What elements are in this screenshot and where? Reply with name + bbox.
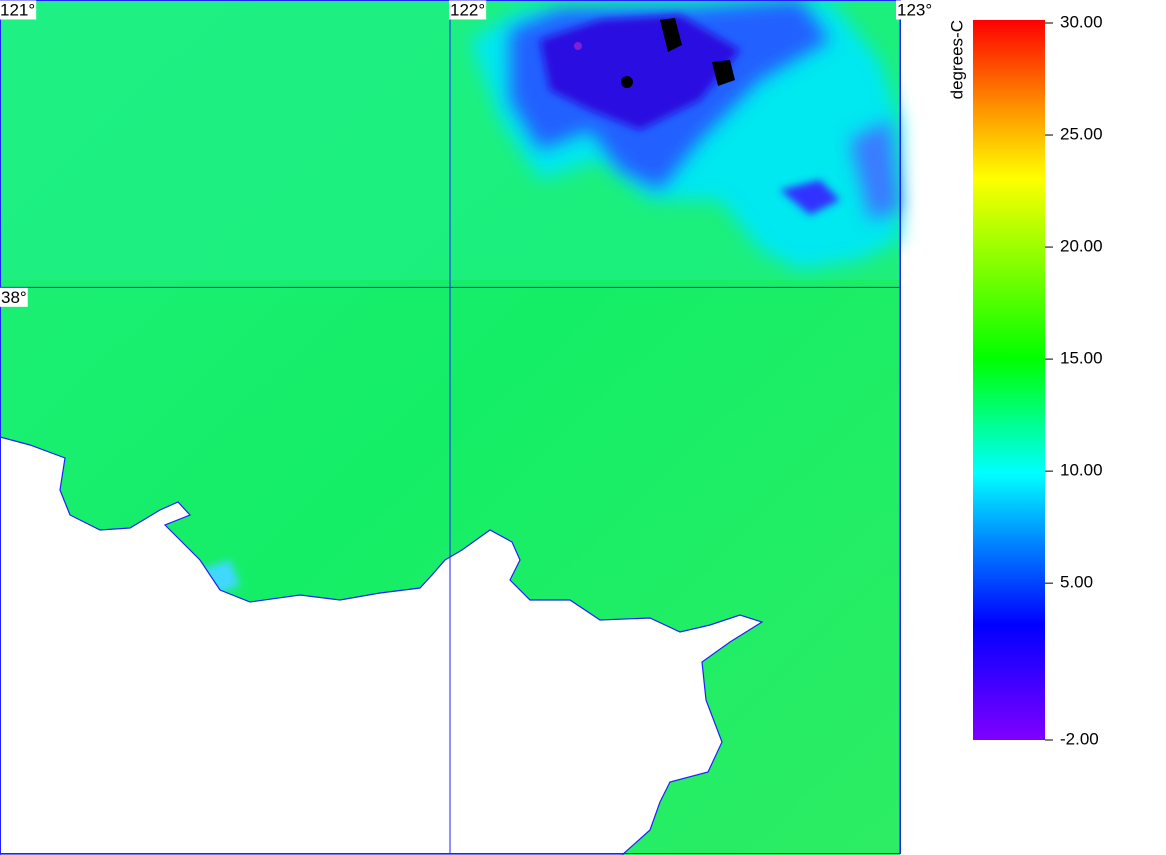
graticule-label: 38° (1, 288, 27, 307)
colorbar-tick-label: 5.00 (1060, 573, 1093, 592)
land (0, 436, 764, 855)
label-box (449, 0, 487, 20)
colorbar-tick-label: 30.00 (1060, 12, 1103, 31)
colorbar-title: degrees-C (947, 20, 966, 99)
colorbar (973, 20, 1045, 740)
graticule-label: 122° (450, 0, 485, 19)
label-box (0, 287, 28, 307)
colorbar-tick-label: -2.00 (1060, 729, 1099, 748)
colorbar-tick-label: 10.00 (1060, 461, 1103, 480)
label-box (896, 0, 934, 20)
graticule-label: 123° (897, 0, 932, 19)
colorbar-ticks: 30.00 25.00 20.00 15.00 10.00 5.00 -2.00 (1045, 12, 1103, 748)
graticule-label: 121° (0, 0, 35, 19)
colorbar-tick-label: 15.00 (1060, 349, 1103, 368)
graticule: 121° 122° 123° 38° (0, 0, 934, 853)
label-box (0, 0, 37, 20)
colorbar-tick-label: 25.00 (1060, 125, 1103, 144)
colorbar-tick-label: 20.00 (1060, 237, 1103, 256)
